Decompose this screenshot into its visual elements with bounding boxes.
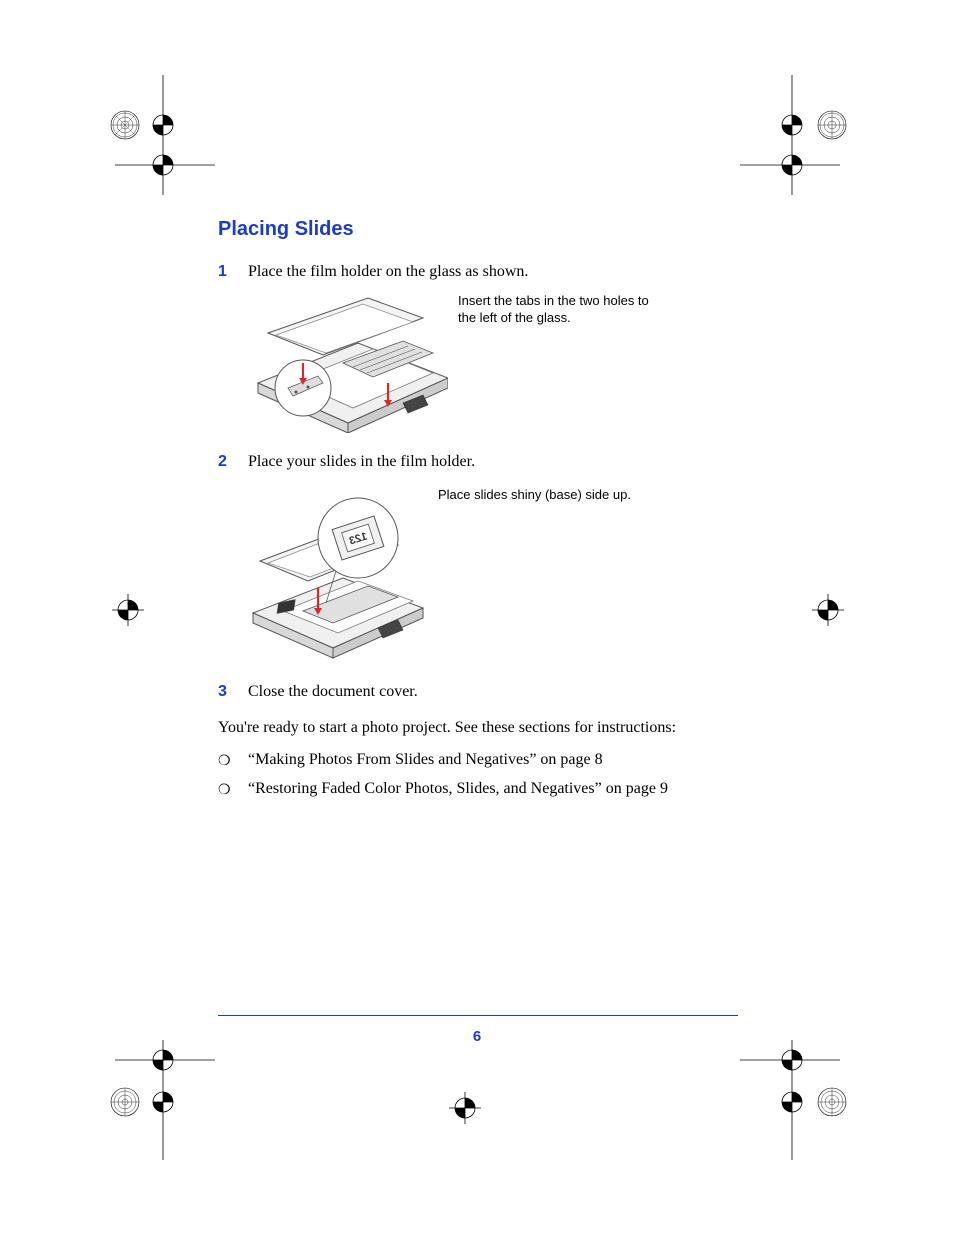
section-heading: Placing Slides <box>218 218 738 241</box>
step-2: 2 Place your slides in the film holder. <box>218 453 738 471</box>
ready-paragraph: You're ready to start a photo project. S… <box>218 719 738 737</box>
scanner-holder-illustration <box>248 293 448 433</box>
page-number: 6 <box>0 1028 954 1045</box>
scanner-slide-illustration: 123 <box>248 483 428 663</box>
footer-rule <box>218 1015 738 1016</box>
step-text: Place your slides in the film holder. <box>248 453 475 471</box>
bullet-text: “Restoring Faded Color Photos, Slides, a… <box>248 780 668 799</box>
regmark-mid-right <box>808 590 848 630</box>
regmark-top-left <box>95 75 215 195</box>
bullet-1: ❍ “Making Photos From Slides and Negativ… <box>218 751 738 770</box>
figure-1-caption: Insert the tabs in the two holes to the … <box>458 293 658 327</box>
regmark-bottom-right <box>740 1040 860 1160</box>
page-content: Placing Slides 1 Place the film holder o… <box>218 218 738 809</box>
step-number: 3 <box>218 683 248 701</box>
step-1: 1 Place the film holder on the glass as … <box>218 263 738 281</box>
figure-2-caption: Place slides shiny (base) side up. <box>438 487 631 504</box>
regmark-mid-left <box>108 590 148 630</box>
bullet-2: ❍ “Restoring Faded Color Photos, Slides,… <box>218 780 738 799</box>
figure-1: Insert the tabs in the two holes to the … <box>248 293 738 433</box>
bullet-icon: ❍ <box>218 780 248 799</box>
step-number: 1 <box>218 263 248 281</box>
step-number: 2 <box>218 453 248 471</box>
figure-2: 123 Place slides shiny (base) side up. <box>248 483 738 663</box>
step-3: 3 Close the document cover. <box>218 683 738 701</box>
step-text: Place the film holder on the glass as sh… <box>248 263 528 281</box>
regmark-top-right <box>740 75 860 195</box>
bullet-text: “Making Photos From Slides and Negatives… <box>248 751 603 770</box>
step-text: Close the document cover. <box>248 683 418 701</box>
regmark-bottom-center <box>445 1088 485 1128</box>
regmark-bottom-left <box>95 1040 215 1160</box>
bullet-icon: ❍ <box>218 751 248 770</box>
